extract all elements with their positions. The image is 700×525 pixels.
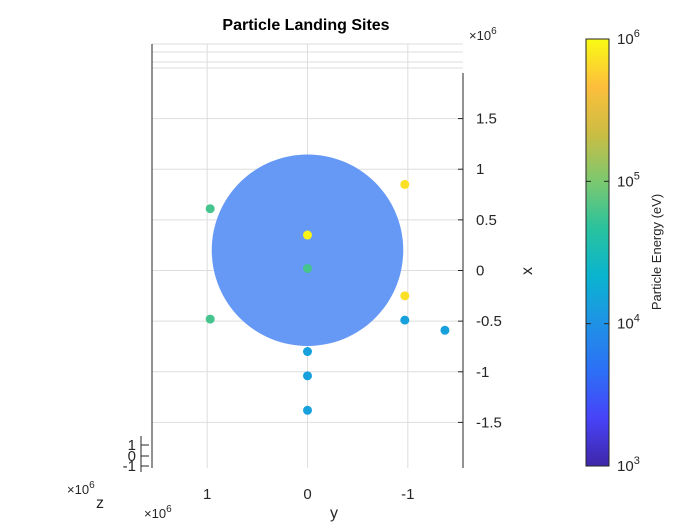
x-tick-label: 1.5 (476, 111, 497, 128)
chart-title: Particle Landing Sites (222, 17, 389, 34)
z-tick-label: 0 (128, 448, 136, 465)
colorbar-tick-label: 105 (617, 170, 640, 190)
x-tick-label: 0.5 (476, 212, 497, 229)
data-point (205, 314, 215, 324)
y-tick-label: 1 (203, 486, 211, 503)
colorbar-label: Particle Energy (eV) (649, 194, 664, 310)
x-tick-label: -1 (476, 364, 489, 381)
z-axis-label: z (96, 495, 104, 512)
x-tick-label: -1.5 (476, 414, 502, 431)
y-multiplier: ×106 (144, 504, 172, 521)
data-point (400, 179, 410, 189)
colorbar-ticks: 103 104 105 106 (586, 28, 640, 475)
y-tick-label: -1 (401, 486, 414, 503)
x-tick-label: 0 (476, 263, 484, 280)
colorbar (585, 38, 610, 467)
data-point (303, 230, 312, 240)
x-axis-ticks: 1.5 1 0.5 0 -0.5 -1 -1.5 (458, 111, 502, 431)
data-point (440, 325, 450, 335)
data-point (205, 204, 215, 214)
z-multiplier: ×106 (67, 480, 95, 497)
x-tick-label: -0.5 (476, 313, 502, 330)
x-tick-label: 1 (476, 161, 484, 178)
data-point (303, 405, 312, 415)
z-axis-ticks: 10-1 (123, 436, 149, 475)
data-point (400, 291, 410, 301)
data-point (303, 371, 312, 381)
z-tick-label: 1 (128, 437, 136, 454)
x-axis-label: x (519, 267, 536, 275)
sphere (211, 154, 404, 347)
colorbar-tick-label: 104 (617, 313, 640, 333)
x-multiplier: ×106 (469, 26, 497, 43)
colorbar-tick-label: 103 (617, 455, 640, 475)
data-point (303, 347, 312, 357)
y-axis-label: y (330, 505, 338, 522)
y-tick-label: 0 (303, 486, 311, 503)
data-point (303, 263, 312, 273)
y-axis-ticks: 1 0 -1 (203, 486, 414, 503)
colorbar-tick-label: 106 (617, 28, 640, 48)
z-tick-label: -1 (123, 458, 136, 475)
data-points (205, 179, 450, 415)
data-point (400, 315, 410, 325)
